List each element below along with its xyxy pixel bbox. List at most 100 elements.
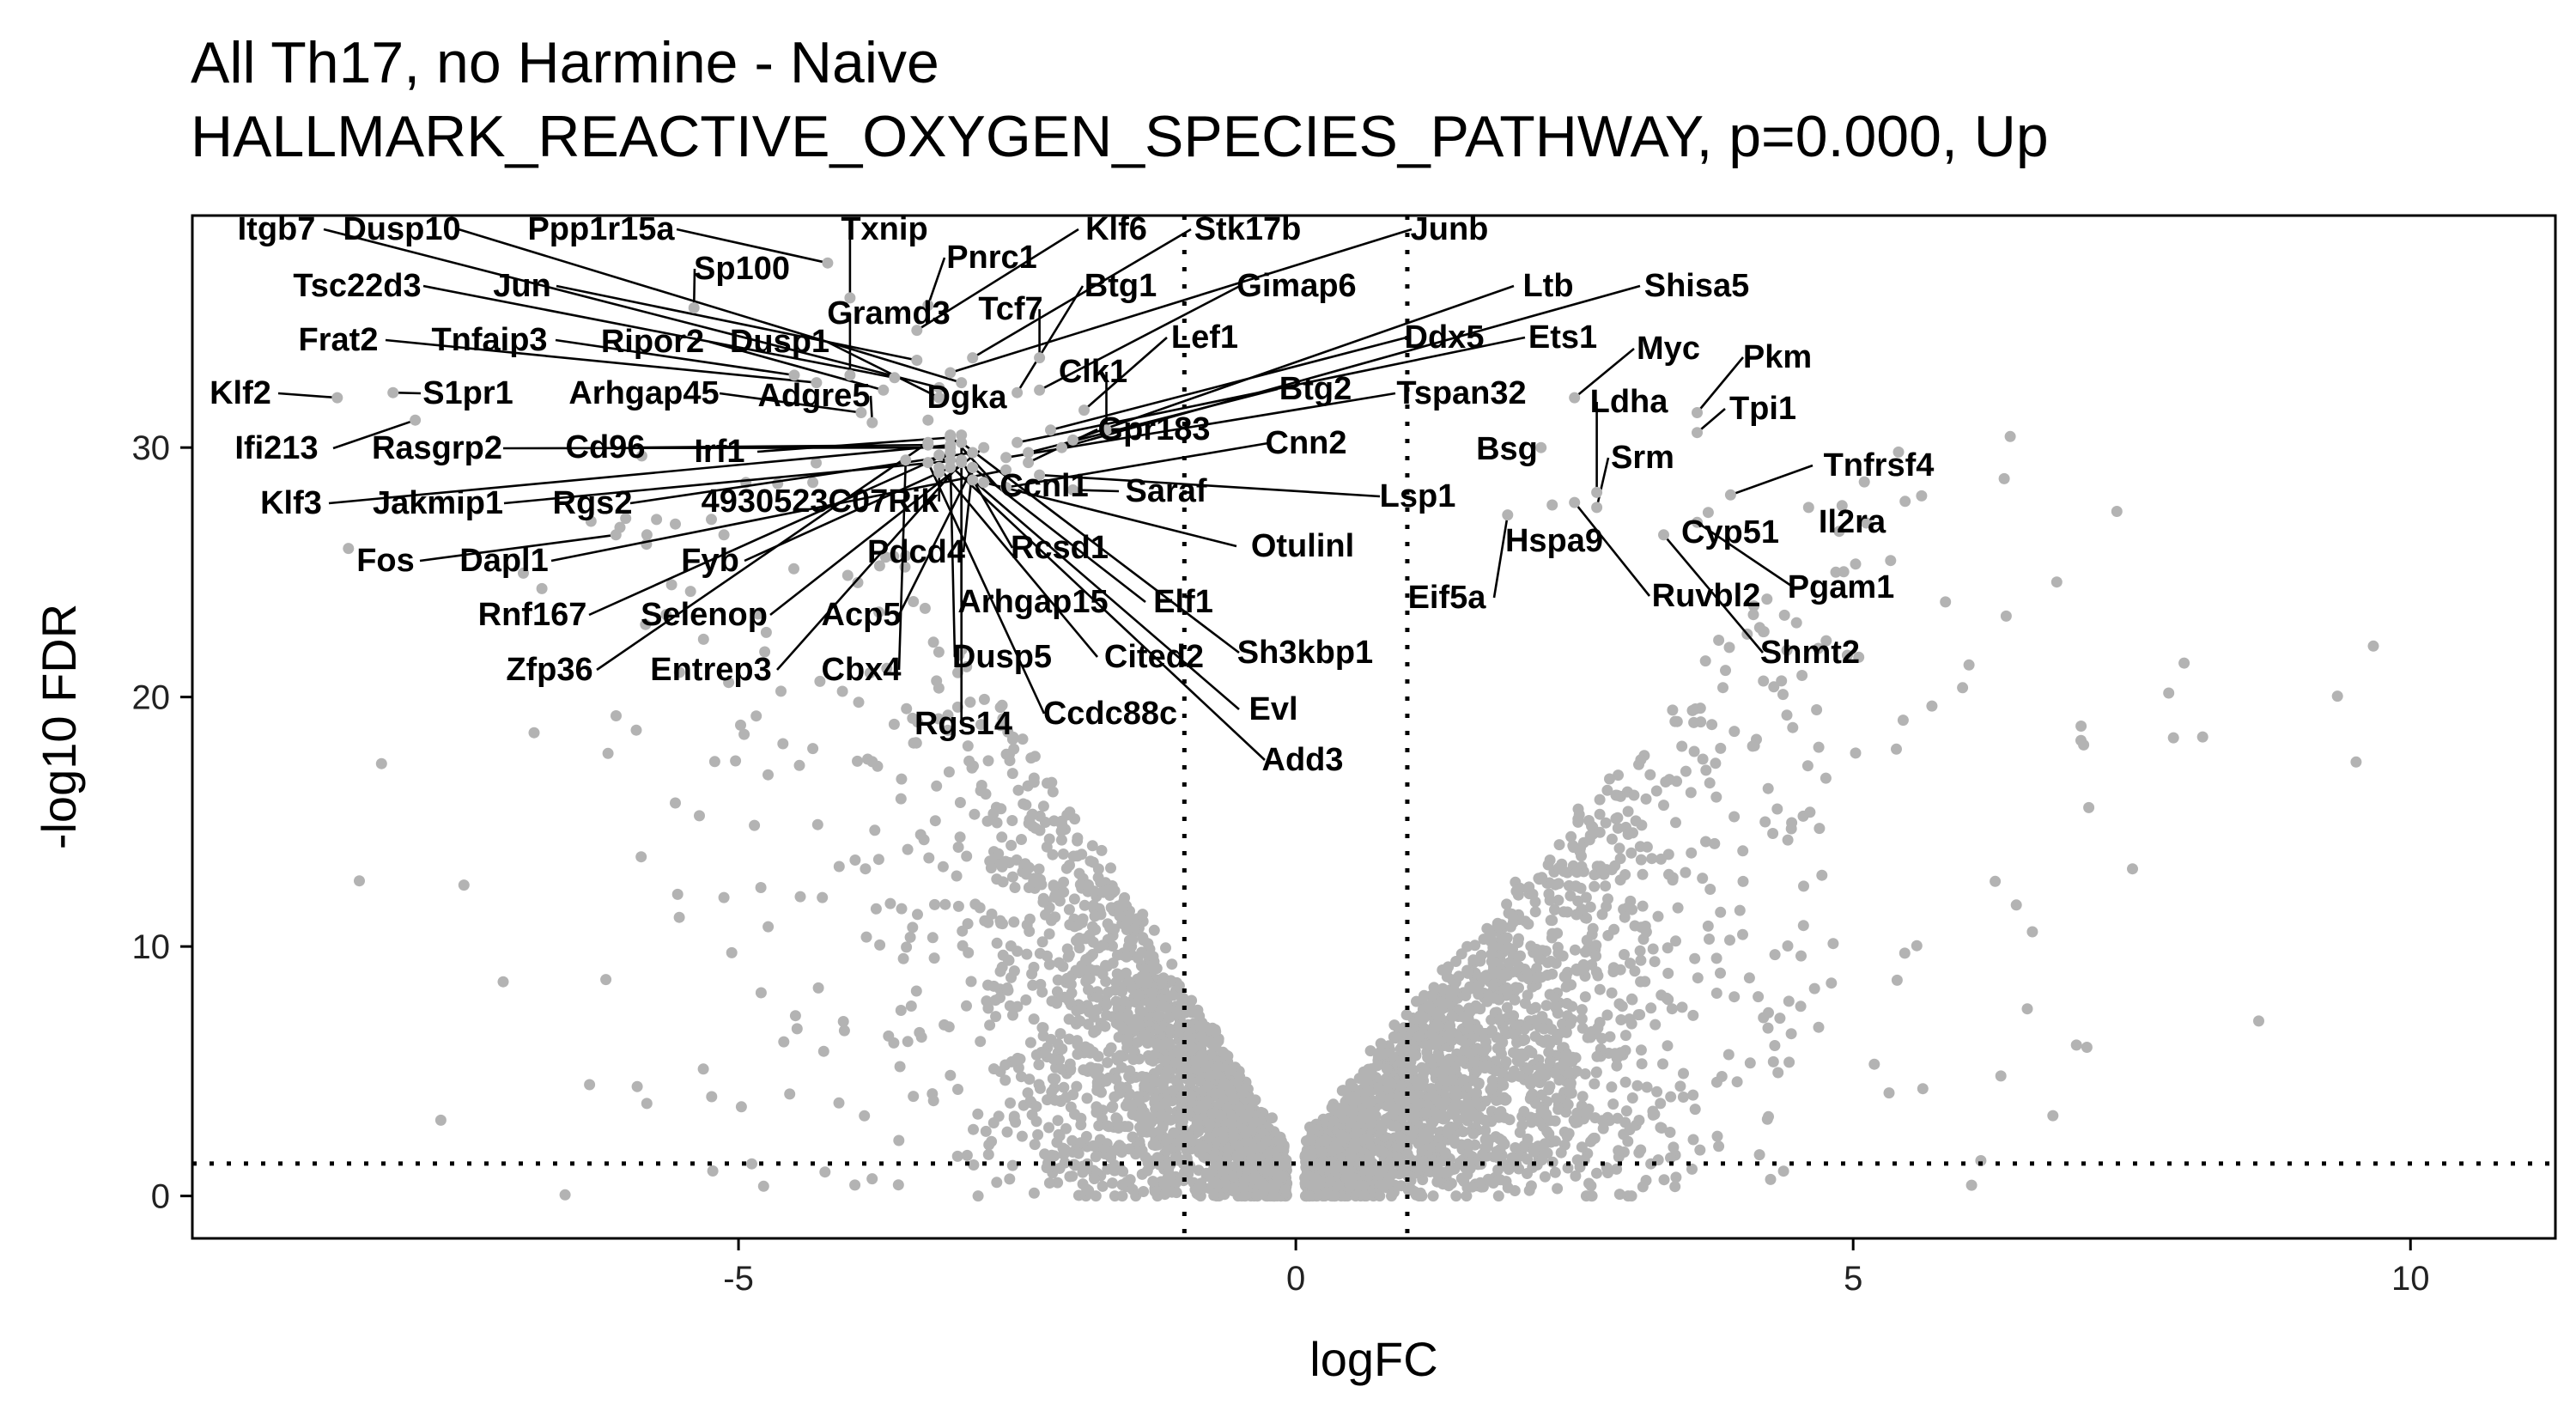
gene-point — [1586, 1190, 1598, 1202]
gene-point — [1471, 1043, 1483, 1055]
gene-point — [1622, 1135, 1634, 1147]
gene-point — [1613, 769, 1624, 781]
gene-point — [994, 965, 1006, 977]
gene-point — [880, 551, 891, 563]
gene-point — [1340, 1132, 1352, 1144]
gene-point — [1152, 1011, 1164, 1023]
gene-point — [1121, 1037, 1133, 1048]
gene-point — [2331, 690, 2343, 702]
gene-point — [1133, 988, 1145, 1000]
gene-point — [912, 716, 924, 728]
gene-point — [991, 1177, 1003, 1189]
gene-point — [902, 1036, 914, 1048]
gene-point — [981, 815, 993, 827]
gene-point — [1123, 976, 1135, 988]
gene-point — [995, 720, 1006, 732]
gene-point — [755, 882, 767, 893]
gene-point — [1544, 1080, 1556, 1092]
gene-label: Saraf — [1125, 473, 1206, 509]
gene-point — [749, 819, 761, 831]
gene-point — [995, 803, 1007, 815]
gene-point — [1443, 1180, 1455, 1192]
gene-point — [1180, 1059, 1192, 1071]
gene-point — [1043, 1177, 1055, 1189]
gene-point — [2163, 687, 2175, 699]
gene-point — [1501, 932, 1513, 944]
gene-point — [1613, 842, 1625, 854]
gene-point — [1715, 742, 1727, 754]
gene-point — [1662, 1040, 1674, 1052]
gene-point — [1159, 1071, 1171, 1083]
gene-point — [1715, 906, 1727, 918]
gene-point — [961, 850, 973, 862]
gene-point — [1111, 949, 1123, 961]
gene-point — [1388, 1031, 1400, 1043]
gene-point — [2026, 926, 2038, 938]
gene-point — [1196, 1049, 1208, 1061]
gene-label: 4930523C07Rik — [702, 483, 940, 520]
gene-point — [1541, 1126, 1553, 1138]
gene-point — [602, 747, 614, 759]
gene-label: Arhgap45 — [568, 375, 719, 411]
gene-point — [1205, 1049, 1217, 1061]
gene-point — [860, 931, 872, 943]
leader-line — [323, 228, 940, 389]
gene-point — [1328, 1190, 1340, 1202]
gene-point — [1116, 1190, 1128, 1202]
gene-point — [1579, 946, 1591, 958]
gene-point — [1519, 1034, 1531, 1046]
gene-point — [945, 1069, 957, 1081]
gene-point — [1028, 772, 1040, 784]
y-tick-label: 10 — [132, 928, 171, 966]
gene-point — [2167, 732, 2179, 744]
gene-point — [999, 1059, 1012, 1071]
gene-point — [1081, 1092, 1093, 1104]
labeled-gene-point — [956, 454, 968, 466]
gene-point — [1101, 885, 1113, 897]
gene-point — [943, 766, 955, 778]
labeled-gene-point — [822, 257, 834, 269]
gene-point — [1015, 1071, 1027, 1083]
gene-point — [1096, 844, 1108, 856]
gene-point — [2178, 657, 2190, 669]
gene-point — [980, 788, 992, 800]
gene-label: Rcsd1 — [1011, 530, 1109, 566]
labeled-gene-point — [933, 461, 945, 473]
gene-point — [1560, 970, 1572, 982]
gene-point — [1551, 1092, 1563, 1104]
gene-point — [986, 908, 998, 920]
gene-point — [1255, 1141, 1267, 1153]
gene-point — [1565, 830, 1577, 842]
gene-point — [1449, 984, 1461, 996]
gene-point — [1117, 1023, 1129, 1035]
leader-line — [1072, 489, 1120, 493]
gene-point — [755, 987, 767, 999]
gene-point — [943, 1021, 955, 1033]
gene-point — [1589, 1078, 1601, 1090]
gene-point — [1748, 740, 1760, 751]
gene-point — [1522, 918, 1534, 930]
gene-point — [1542, 859, 1554, 871]
gene-point — [1647, 1105, 1659, 1117]
gene-point — [1612, 822, 1624, 834]
gene-label: Tspan32 — [1396, 375, 1526, 411]
gene-label: Eif5a — [1408, 580, 1487, 616]
gene-point — [1670, 935, 1681, 947]
gene-point — [1163, 1170, 1176, 1181]
gene-point — [902, 843, 914, 855]
gene-point — [1813, 642, 1825, 654]
y-tick-label: 30 — [132, 429, 171, 467]
gene-point — [1649, 956, 1661, 968]
gene-point — [1444, 1027, 1456, 1039]
gene-point — [1162, 1095, 1173, 1106]
gene-point — [933, 682, 945, 694]
gene-point — [1097, 1180, 1109, 1192]
leader-line — [1083, 337, 1168, 411]
gene-point — [1028, 1187, 1040, 1199]
labeled-gene-point — [878, 384, 890, 396]
leader-line — [556, 284, 918, 362]
gene-point — [1787, 721, 1799, 733]
gene-point — [1772, 1067, 1784, 1079]
leader-line — [1005, 392, 1396, 459]
gene-point — [1697, 873, 1709, 885]
